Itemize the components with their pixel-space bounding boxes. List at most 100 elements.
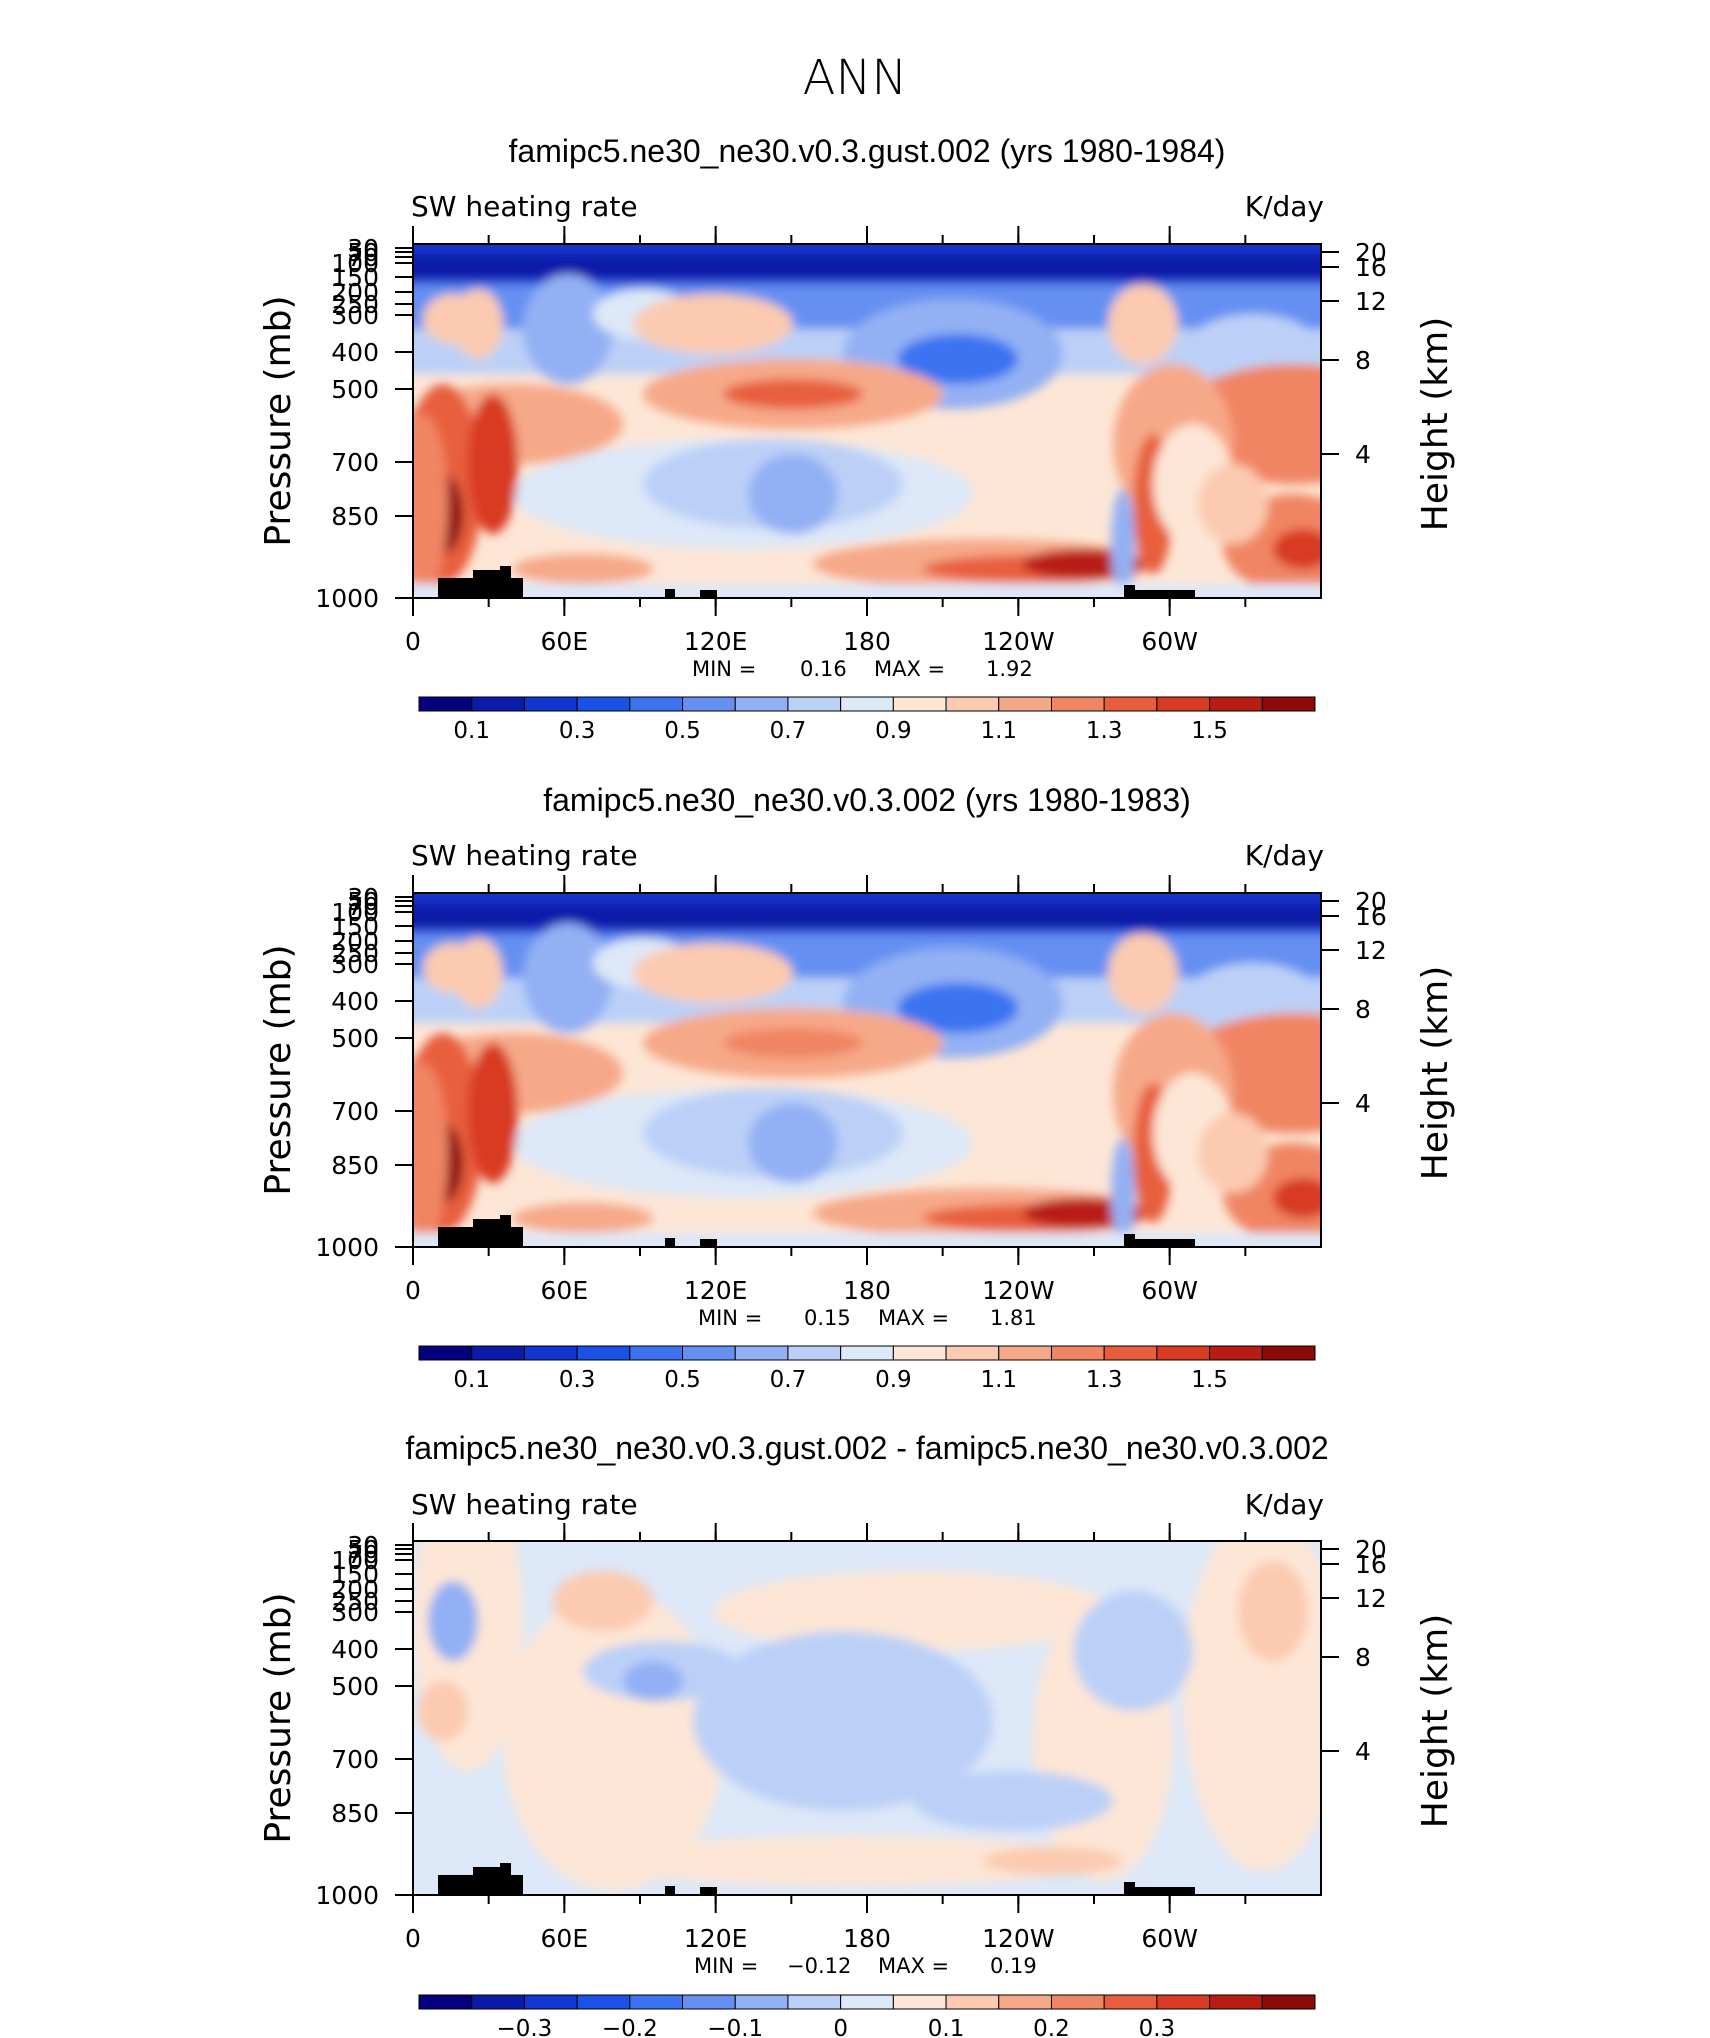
min-value: 0.16 (800, 657, 847, 681)
min-label: MIN = (694, 1954, 758, 1978)
colorbar-swatch (840, 1345, 894, 1361)
colorbar-swatch (892, 696, 947, 712)
colorbar-swatch (840, 696, 894, 712)
colorbar-label: 0.1 (453, 718, 490, 744)
colorbar-swatch (1103, 1345, 1158, 1361)
colorbar-swatch (523, 696, 578, 712)
x-tick-label: 120E (684, 1924, 748, 1953)
y-tick-label: 100 (331, 249, 379, 278)
colorbar-swatch (629, 1994, 684, 2010)
x-tick-label: 120W (982, 627, 1054, 656)
units-label: K/day (1245, 1488, 1324, 1521)
colorbar-swatch (1209, 1345, 1263, 1361)
colorbar-swatch (471, 1994, 525, 2010)
colorbar-label: 0.3 (1139, 2016, 1176, 2038)
y-tick-label: 70 (347, 892, 379, 921)
y2-tick-label: 12 (1355, 1584, 1387, 1613)
y-tick-label: 100 (331, 1546, 379, 1575)
y-tick-label: 850 (331, 1799, 379, 1828)
land-block (665, 1238, 675, 1247)
colorbar-label: 0.2 (1033, 2016, 1070, 2038)
colorbar-swatch (787, 696, 842, 712)
min-label: MIN = (698, 1306, 762, 1330)
x-tick-label: 60E (541, 627, 589, 656)
land-block (473, 1867, 500, 1895)
colorbar-label: 1.1 (980, 718, 1017, 744)
x-tick-label: 120E (684, 627, 748, 656)
colorbar-label: 0.3 (559, 718, 596, 744)
panel-3: famipc5.ne30_ne30.v0.3.gust.002 - famipc… (258, 1430, 1456, 2038)
field-label: SW heating rate (411, 1488, 638, 1521)
land-block (700, 590, 717, 598)
y-tick-label: 300 (331, 950, 379, 979)
colorbar-swatch (1156, 1994, 1211, 2010)
y2-axis-label: Height (km) (1415, 317, 1456, 531)
y-tick-label: 50 (347, 887, 379, 916)
units-label: K/day (1245, 190, 1324, 223)
y-tick-label: 250 (331, 290, 379, 319)
y2-tick-label: 16 (1355, 902, 1387, 931)
y-axis-label: Pressure (mb) (258, 295, 299, 546)
land-block (700, 1239, 717, 1247)
field-label: SW heating rate (411, 839, 638, 872)
colorbar-swatch (840, 1994, 894, 2010)
x-tick-label: 60E (541, 1276, 589, 1305)
colorbar-swatch (576, 1345, 631, 1361)
y2-tick-label: 12 (1355, 936, 1387, 965)
land-block (438, 1875, 473, 1895)
colorbar-label: 0.5 (664, 718, 701, 744)
colorbar-swatch (1209, 1994, 1263, 2010)
land-block (1135, 1887, 1195, 1895)
y-tick-label: 250 (331, 1587, 379, 1616)
y2-tick-label: 8 (1355, 346, 1371, 375)
topography-mask (438, 1215, 1195, 1247)
y-tick-label: 300 (331, 1598, 379, 1627)
panel-title: famipc5.ne30_ne30.v0.3.gust.002 - famipc… (405, 1430, 1328, 1466)
land-block (1124, 1882, 1135, 1895)
y-tick-label: 100 (331, 898, 379, 927)
y2-tick-label: 4 (1355, 440, 1371, 469)
colorbar-swatch (418, 1345, 473, 1361)
land-block (511, 578, 523, 598)
y-tick-label: 150 (331, 1560, 379, 1589)
land-block (511, 1875, 523, 1895)
y-tick-label: 400 (331, 987, 379, 1016)
colorbar-swatch (682, 1345, 736, 1361)
colorbar-swatch (945, 1994, 1000, 2010)
contour-field (413, 244, 1321, 598)
colorbar-swatch (471, 696, 525, 712)
colorbar-swatch (998, 696, 1052, 712)
colorbar-swatch (418, 1994, 473, 2010)
x-tick-label: 60W (1141, 627, 1198, 656)
colorbar-label: 0.5 (664, 1367, 701, 1393)
land-block (473, 570, 500, 598)
colorbar-swatch (418, 696, 473, 712)
colorbar-label: 1.1 (980, 1367, 1017, 1393)
colorbar-swatch (1209, 696, 1263, 712)
colorbar-swatch (892, 1345, 947, 1361)
land-block (1124, 585, 1135, 598)
max-value: 0.19 (990, 1954, 1037, 1978)
y-axis-label: Pressure (mb) (258, 1592, 299, 1843)
y-tick-label: 300 (331, 301, 379, 330)
land-block (500, 1215, 511, 1247)
y-tick-label: 150 (331, 263, 379, 292)
colorbar-label: 0.7 (770, 718, 807, 744)
panel-1: famipc5.ne30_ne30.v0.3.gust.002 (yrs 198… (258, 133, 1456, 744)
x-tick-label: 0 (405, 1924, 421, 1953)
y-tick-label: 400 (331, 338, 379, 367)
min-value: −0.12 (787, 1954, 851, 1978)
max-label: MAX = (874, 657, 945, 681)
min-label: MIN = (692, 657, 756, 681)
land-block (665, 589, 675, 598)
units-label: K/day (1245, 839, 1324, 872)
y-tick-label: 30 (347, 1531, 379, 1560)
land-block (438, 578, 473, 598)
colorbar-label: 1.3 (1086, 1367, 1123, 1393)
colorbar-label: 0.1 (453, 1367, 490, 1393)
x-tick-label: 180 (843, 1924, 891, 1953)
y2-tick-label: 4 (1355, 1737, 1371, 1766)
y-tick-label: 30 (347, 883, 379, 912)
